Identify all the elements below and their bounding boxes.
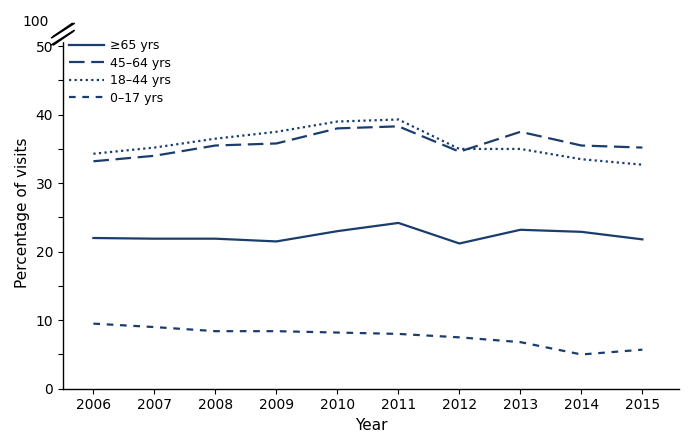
Y-axis label: Percentage of visits: Percentage of visits	[15, 137, 30, 288]
Bar	[51, 30, 75, 41]
Text: 100: 100	[23, 15, 49, 29]
Legend: ≥65 yrs, 45–64 yrs, 18–44 yrs, 0–17 yrs: ≥65 yrs, 45–64 yrs, 18–44 yrs, 0–17 yrs	[69, 39, 171, 104]
X-axis label: Year: Year	[355, 418, 387, 433]
